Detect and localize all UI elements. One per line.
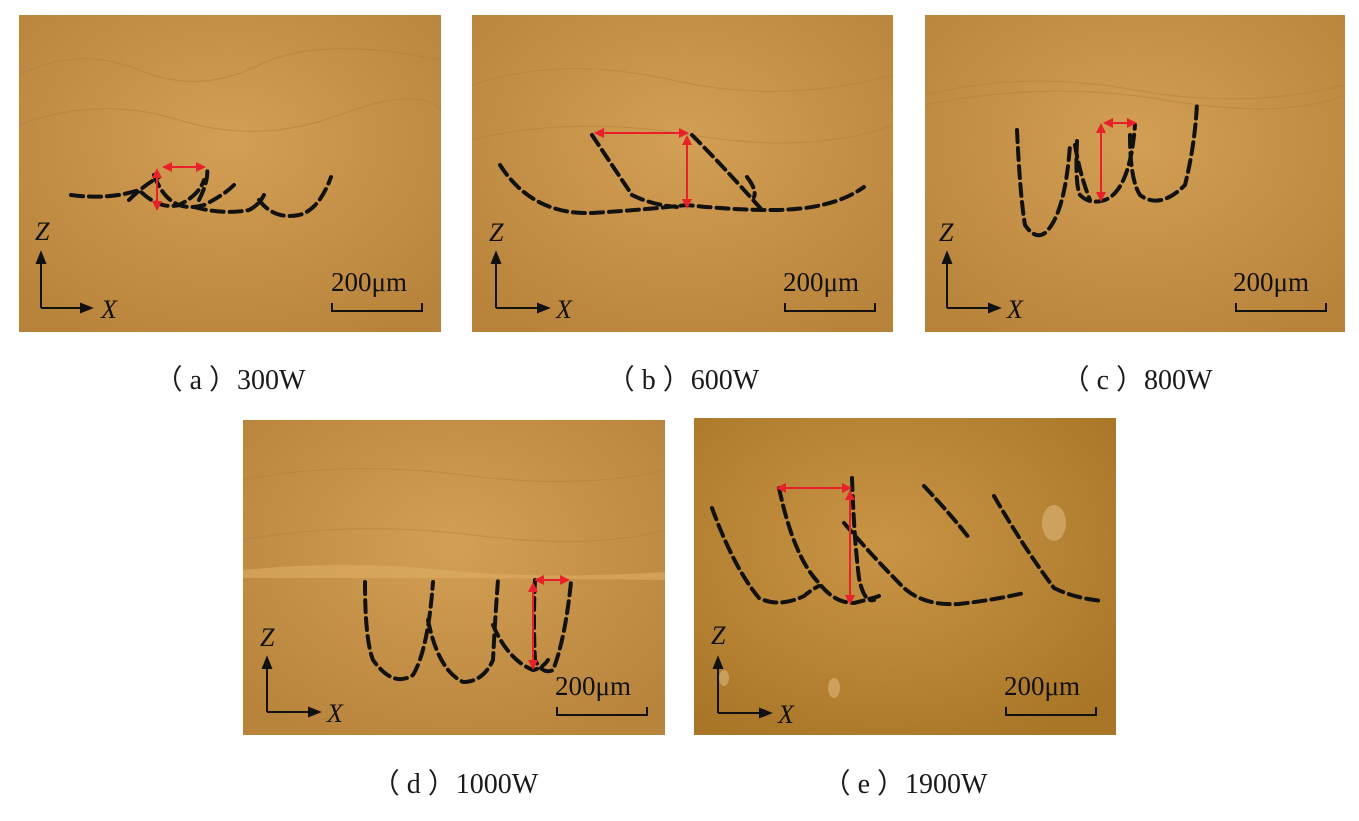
axis-x-label: X (555, 295, 573, 324)
axis-x-label: X (777, 700, 795, 729)
scale-bar-label: 200μm (1233, 267, 1309, 297)
measurement-arrows (152, 162, 206, 211)
axis-indicator (35, 250, 94, 314)
scale-bar-label: 200μm (1004, 671, 1080, 701)
measurement-arrows (1096, 118, 1137, 202)
melt-pool-boundary (710, 476, 1104, 607)
micrograph-background (925, 15, 1345, 332)
caption-c: （ c ）800W (1061, 365, 1213, 396)
axis-indicator (490, 250, 551, 314)
melt-pool-boundary (1015, 101, 1199, 238)
measurement-arrows (528, 575, 570, 670)
melt-pool-boundary (363, 578, 573, 685)
axis-x-label: X (1006, 295, 1024, 324)
measurement-arrows (776, 483, 855, 605)
scale-bar (331, 303, 423, 312)
micrograph-panel-b: Z X 200μm (472, 15, 893, 332)
axis-x-label: X (100, 295, 118, 324)
axis-indicator (261, 655, 322, 718)
axis-z-label: Z (489, 218, 504, 247)
measurement-arrows (594, 128, 692, 209)
axis-z-label: Z (260, 623, 275, 652)
scale-bar (556, 707, 648, 716)
caption-a: （ a ）300W (154, 365, 306, 396)
caption-e: （ e ）1900W (822, 769, 988, 800)
scale-bar-label: 200μm (331, 267, 407, 297)
caption-b: （ b ）600W (606, 365, 760, 396)
axis-z-label: Z (35, 217, 50, 246)
scale-bar (784, 303, 876, 312)
micrograph-background (19, 15, 441, 332)
micrograph-panel-d: Z X 200μm (243, 420, 665, 735)
axis-z-label: Z (711, 621, 726, 650)
axis-indicator (712, 655, 773, 719)
scale-bar-label: 200μm (555, 671, 631, 701)
scale-bar-label: 200μm (783, 267, 859, 297)
scale-bar (1235, 303, 1327, 312)
caption-d: （ d ）1000W (371, 769, 539, 800)
micrograph-panel-c: Z X 200μm (925, 15, 1345, 332)
micrograph-panel-e: Z X 200μm (694, 418, 1116, 735)
axis-z-label: Z (939, 218, 954, 247)
micrograph-panel-a: Z X 200μm (19, 15, 441, 332)
scale-bar (1005, 707, 1097, 716)
axis-x-label: X (326, 699, 344, 728)
axis-indicator (941, 250, 1002, 314)
